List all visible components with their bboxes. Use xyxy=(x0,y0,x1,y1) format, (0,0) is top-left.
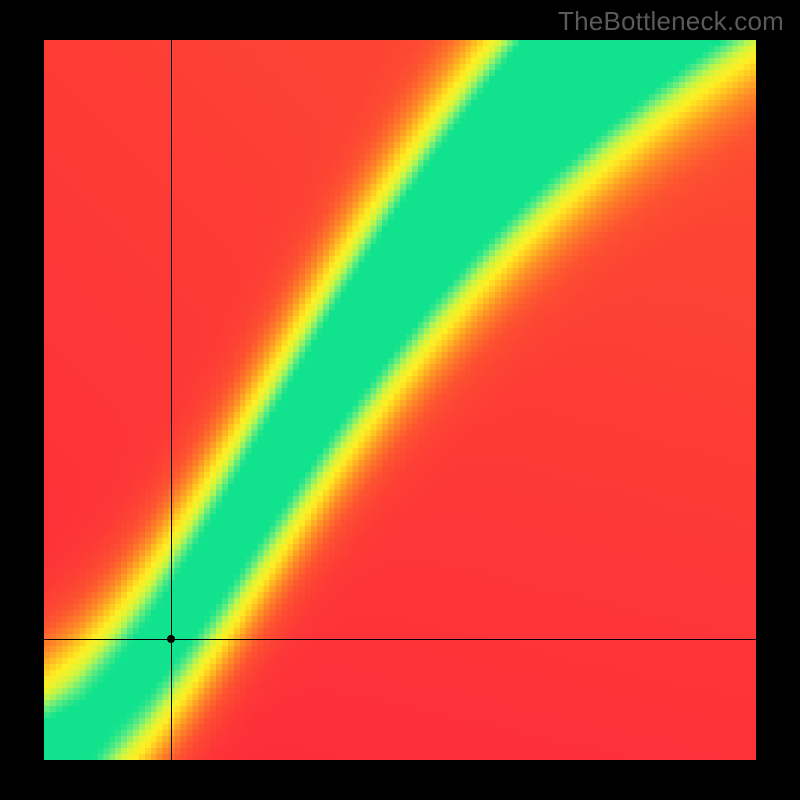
chart-container: TheBottleneck.com xyxy=(0,0,800,800)
bottleneck-heatmap xyxy=(44,40,756,760)
crosshair-horizontal xyxy=(44,639,756,640)
crosshair-marker xyxy=(167,635,175,643)
watermark-text: TheBottleneck.com xyxy=(558,6,784,37)
crosshair-vertical xyxy=(171,40,172,760)
